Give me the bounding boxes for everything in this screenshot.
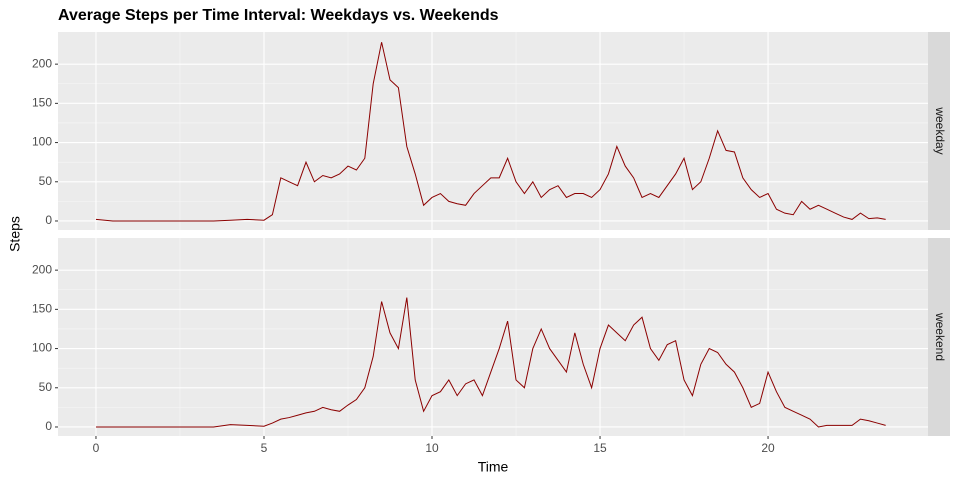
y-tick-label: 150 <box>32 96 52 110</box>
panel-background <box>58 32 928 230</box>
x-axis-title: Time <box>478 459 509 475</box>
y-tick-label: 200 <box>32 56 52 70</box>
y-tick-label: 100 <box>32 135 52 149</box>
y-tick-label: 200 <box>32 262 52 276</box>
x-tick-label: 0 <box>93 441 100 455</box>
facet-strip <box>928 238 950 436</box>
x-tick-label: 15 <box>593 441 607 455</box>
chart-title: Average Steps per Time Interval: Weekday… <box>58 7 499 24</box>
y-tick-label: 100 <box>32 341 52 355</box>
x-tick-label: 20 <box>761 441 775 455</box>
line <box>95 42 886 222</box>
panel-background <box>58 238 928 436</box>
y-tick-label: 50 <box>39 380 53 394</box>
facet-label: weekend <box>933 312 947 361</box>
y-axis-title: Steps <box>7 216 23 252</box>
facet-strip <box>928 32 950 230</box>
facet-label: weekday <box>933 106 947 154</box>
y-tick-label: 150 <box>32 302 52 316</box>
x-tick-label: 5 <box>261 441 268 455</box>
y-tick-label: 0 <box>45 213 52 227</box>
y-tick-label: 50 <box>39 174 53 188</box>
y-tick-label: 0 <box>45 419 52 433</box>
x-tick-label: 10 <box>425 441 439 455</box>
line <box>95 297 886 428</box>
